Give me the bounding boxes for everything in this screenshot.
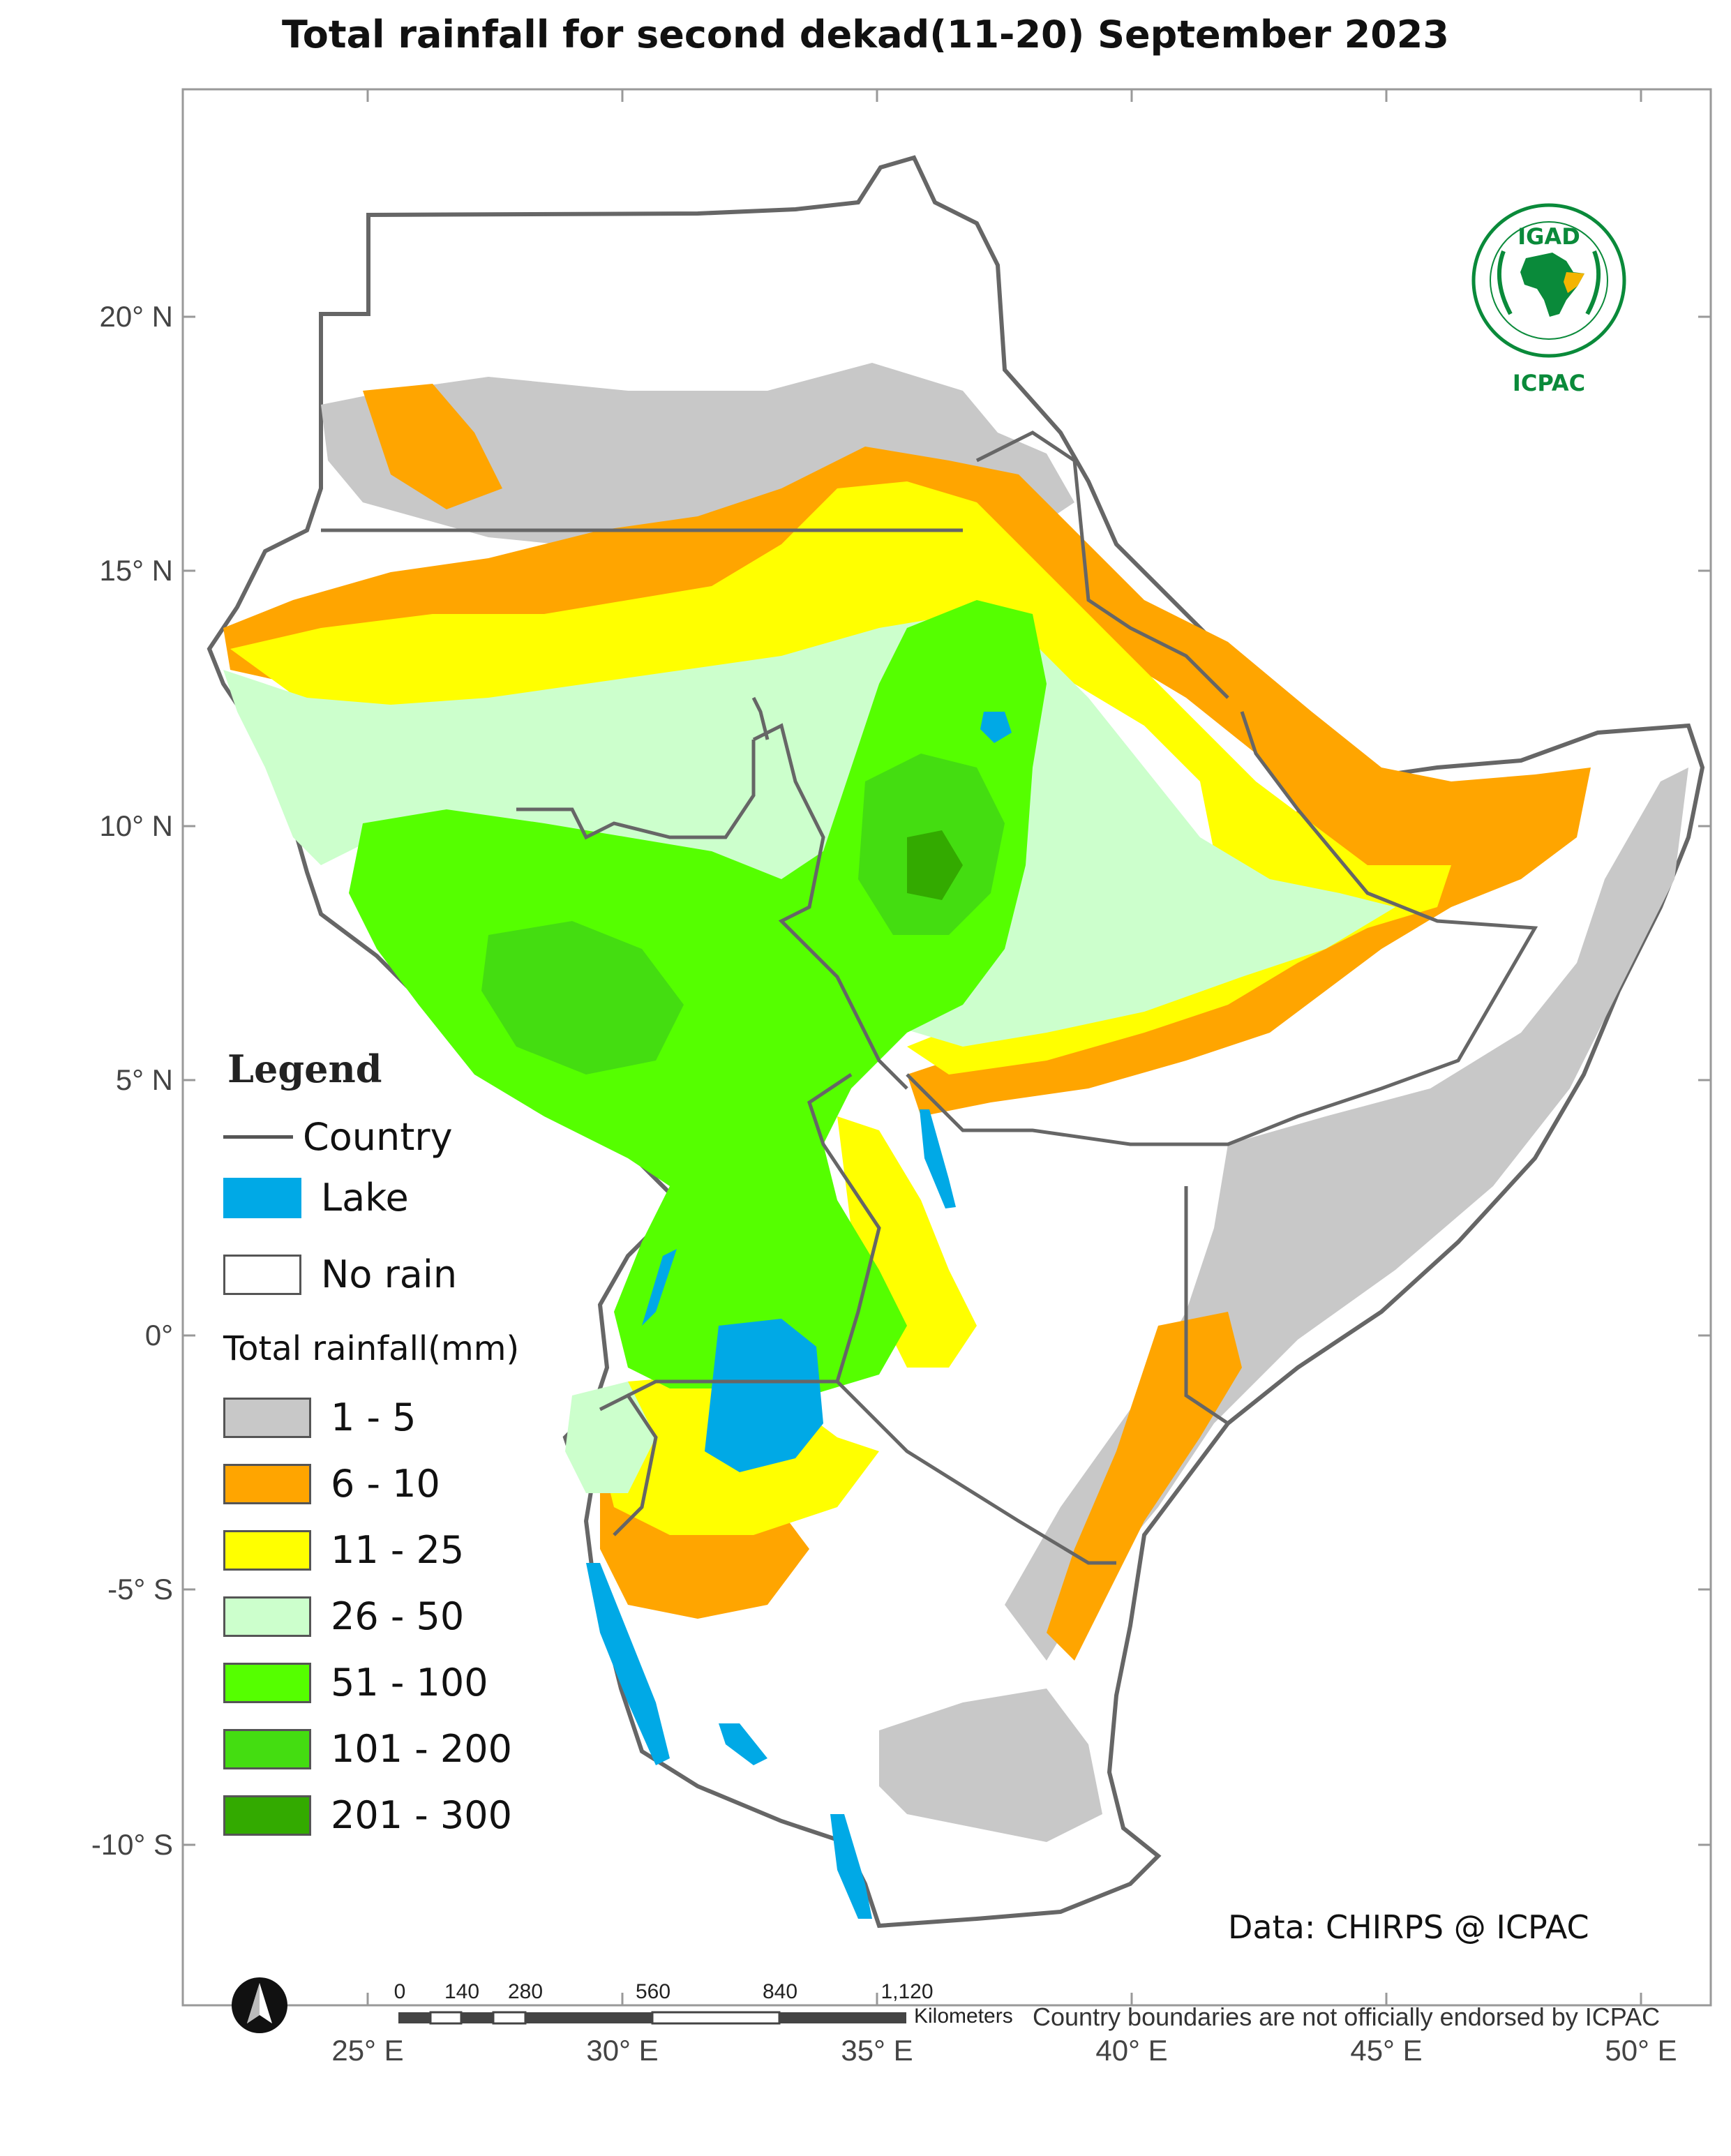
scale-tick: 560 [635,1980,671,2003]
class-label: 51 - 100 [331,1661,488,1705]
class-swatch [223,1662,311,1703]
legend-label: Country [303,1115,453,1159]
class-label: 11 - 25 [331,1528,465,1572]
map-frame [181,88,1712,2007]
lake-victoria [705,1319,823,1472]
rain-26-50-band [223,614,1395,1047]
tick-label-lat: 20° N [99,300,173,333]
tick-label-lat: -5° S [107,1573,173,1605]
africa-map-icon [1520,253,1584,317]
legend-title: Legend [227,1047,382,1091]
class-label: 26 - 50 [331,1594,465,1638]
data-credit: Data: CHIRPS @ ICPAC [1228,1908,1589,1946]
logo-icpac-text: ICPAC [1513,370,1585,396]
legend-class-row: 51 - 100 [223,1661,488,1705]
lake-tana [980,712,1012,743]
country-boundaries [321,431,1538,1565]
no-rain-swatch [223,1254,301,1295]
scale-tick: 280 [507,1980,544,2003]
scale-bar-graphic [398,2011,906,2025]
legend-rainfall-heading: Total rainfall(mm) [223,1329,519,1368]
tick-label-lat: 10° N [99,809,173,842]
tick-label-lon: 40° E [1095,2034,1168,2067]
lake-albert [642,1249,677,1326]
legend-item-country: Country [223,1115,453,1159]
scale-unit: Kilometers [914,2005,1013,2028]
tick-label-lon: 45° E [1350,2034,1423,2067]
class-swatch [223,1596,311,1637]
logo-igad-text: IGAD [1518,223,1580,250]
lake-turkana [920,1109,956,1208]
lake-malawi [830,1814,872,1919]
class-label: 101 - 200 [331,1727,512,1771]
tick-label-lon: 25° E [331,2034,404,2067]
tick-label-lat: 0° [144,1319,173,1352]
north-arrow-icon [232,1977,287,2033]
rain-201-300-patch [907,830,963,900]
horn-region-icon [1564,272,1584,293]
legend-item-no-rain: No rain [223,1252,457,1296]
class-swatch [223,1463,311,1504]
class-label: 201 - 300 [331,1793,512,1837]
rain-11-25-east-kenya [837,1116,977,1368]
legend-class-row: 101 - 200 [223,1727,512,1771]
lake-tanganyika [586,1563,670,1765]
class-swatch [223,1397,311,1438]
tick-label-lat: 15° N [99,554,173,587]
boundary-disclaimer: Country boundaries are not officially en… [1033,2002,1661,2031]
class-label: 6 - 10 [331,1462,440,1506]
igad-icpac-logo: IGAD ICPAC [1471,203,1626,396]
tick-label-lat: -10° S [91,1828,173,1861]
legend: Legend Country Lake No rain Total rainfa… [223,1047,586,1837]
legend-label: No rain [321,1252,458,1296]
rain-26-50-lake-region [565,1382,656,1493]
tick-label-lon: 30° E [586,2034,659,2067]
map-title: Total rainfall for second dekad(11-20) S… [282,13,1449,57]
legend-class-row: 11 - 25 [223,1528,464,1572]
lakes [586,712,1012,1919]
tick-label-lat: 5° N [115,1063,173,1096]
tick-label-lon: 35° E [841,2034,913,2067]
tick-marks [183,89,1711,2005]
scale-tick: 1,120 [881,1980,934,2003]
scale-tick: 840 [762,1980,798,2003]
rainfall-heading: Total rainfall(mm) [223,1329,520,1368]
laurel-left-icon [1497,250,1513,315]
lake-rukwa [719,1723,767,1765]
class-label: 1 - 5 [331,1395,417,1439]
lake-swatch [223,1177,301,1218]
scale-tick: 140 [444,1980,480,2003]
scale-tick: 0 [394,1980,406,2003]
rain-1-5-south [879,1689,1102,1842]
laurel-right-icon [1585,250,1601,315]
legend-class-row: 1 - 5 [223,1395,417,1439]
legend-class-row: 26 - 50 [223,1594,464,1638]
class-swatch [223,1529,311,1571]
tick-label-lon: 50° E [1605,2034,1677,2067]
legend-item-lake: Lake [223,1176,409,1220]
rain-101-200-southsudan [481,921,684,1075]
legend-class-row: 201 - 300 [223,1793,512,1837]
country-line-swatch [223,1135,293,1139]
class-swatch [223,1795,311,1836]
legend-label: Lake [321,1176,409,1220]
class-swatch [223,1728,311,1769]
rain-6-10-north-patch [363,384,502,509]
legend-class-row: 6 - 10 [223,1462,440,1506]
